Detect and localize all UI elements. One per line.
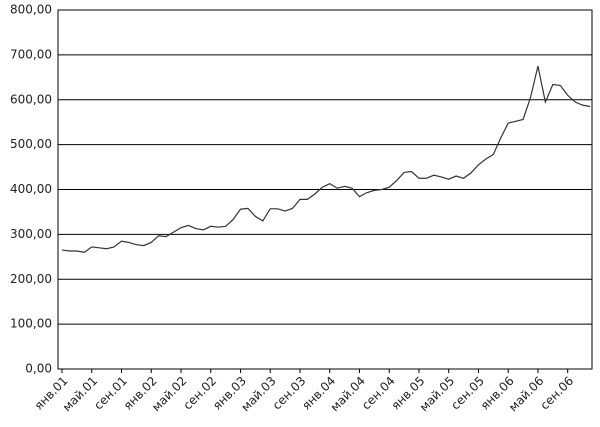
y-tick-label: 700,00 [10,47,52,61]
x-tick-label: сен.06 [537,374,576,413]
y-tick-label: 300,00 [10,227,52,241]
y-tick-label: 0,00 [25,362,52,376]
y-tick-label: 600,00 [10,92,52,106]
y-tick-label: 400,00 [10,182,52,196]
y-tick-label: 500,00 [10,137,52,151]
data-line [61,65,591,253]
y-tick-label: 200,00 [10,272,52,286]
y-tick-label: 100,00 [10,317,52,331]
y-tick-label: 800,00 [10,3,52,17]
